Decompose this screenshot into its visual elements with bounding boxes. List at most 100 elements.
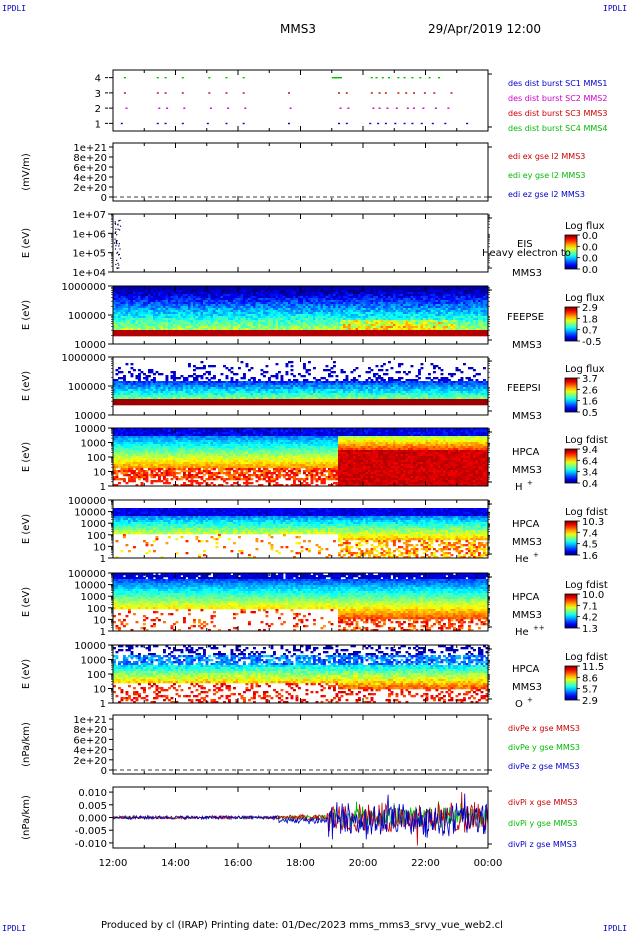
hpca_he-ytick-label: 1: [100, 554, 106, 565]
burst-mark: [405, 92, 408, 94]
hpca_o-species-charge: +: [527, 696, 533, 704]
hpca_h-species-charge: +: [527, 479, 533, 487]
eis-colorbar-tick-label: 0.0: [582, 265, 598, 276]
edi-ytick-label: 8e+20: [73, 153, 107, 164]
burst-mark: [288, 92, 290, 94]
divpe-ytick-label: 6e+20: [73, 735, 107, 746]
eis-spacecraft-label: MMS3: [512, 268, 542, 279]
burst-mark: [347, 107, 350, 109]
burst-mark: [384, 122, 387, 125]
burst-mark: [397, 77, 400, 79]
divpe-legend-entry: divPe x gse MMS3: [508, 724, 580, 733]
hpca_h-instrument-label: HPCA: [512, 447, 540, 458]
time-axis-tick-label: 14:00: [161, 858, 190, 869]
eis-ylabel: E (eV): [21, 228, 32, 258]
hpca_o-species-label: O: [515, 699, 523, 710]
feepse-colorbar: [564, 306, 578, 342]
hpca_o-colorbar-title: Log fdist: [565, 652, 608, 663]
corner-label-bottom-left: IPDLI: [2, 924, 27, 933]
time-axis-tick-label: 00:00: [474, 858, 503, 869]
burst-mark: [372, 107, 375, 109]
hpca_he-colorbar-tick-label: 1.6: [582, 551, 598, 562]
edi-ytick-label: 0: [101, 193, 107, 204]
burst-mark: [466, 122, 469, 125]
divpe-ytick-label: 0: [101, 766, 107, 777]
hpca_hepp-spacecraft-label: MMS3: [512, 610, 542, 621]
feepse-colorbar-tick-label: 2.9: [582, 303, 598, 314]
eis-ytick-label: 1e+07: [72, 210, 106, 221]
hpca_h-colorbar-tick-label: 3.4: [582, 468, 598, 479]
feepse-ytick-label: 10000: [74, 340, 106, 351]
burst-mark: [370, 77, 373, 79]
burst-mark: [406, 107, 409, 109]
burst-mark: [345, 92, 348, 94]
hpca_he-species-label: He: [515, 554, 529, 565]
feepsi-instrument-label: FEEPSI: [507, 383, 541, 394]
edi-ytick-label: 2e+20: [73, 183, 107, 194]
burst-mark: [386, 107, 389, 109]
burst-legend-entry: des dist burst SC1 MMS1: [508, 79, 607, 88]
hpca_h-colorbar-tick-label: 0.4: [582, 479, 598, 490]
hpca_o-ytick-label: 1000: [81, 656, 106, 667]
hpca_he-colorbar-tick-label: 7.4: [582, 528, 598, 539]
burst-mark: [419, 77, 422, 79]
feepsi-ytick-label: 1000000: [61, 353, 106, 364]
burst-mark: [183, 107, 186, 109]
eis-colorbar-tick-label: 0.0: [582, 254, 598, 265]
burst-mark: [397, 92, 400, 94]
burst-mark: [411, 122, 414, 125]
hpca_h-colorbar-tick-label: 6.4: [582, 456, 598, 467]
burst-mark: [413, 92, 415, 94]
hpca_h-ytick-label: 1000: [81, 439, 106, 450]
hpca_o-colorbar-tick-label: 5.7: [582, 685, 598, 696]
burst-mark: [338, 122, 340, 125]
hpca_h-colorbar: [564, 448, 578, 484]
burst-mark: [225, 77, 228, 79]
hpca_h-ylabel: E (eV): [21, 442, 32, 472]
burst-legend-entry: des dist burst SC4 MMS4: [508, 124, 607, 133]
hpca_he-colorbar-title: Log fdist: [565, 507, 608, 518]
burst-mark: [288, 122, 290, 125]
feepsi-colorbar-tick-label: 0.5: [582, 408, 598, 419]
divpi-series-line: [112, 792, 489, 846]
burst-mark: [123, 92, 126, 94]
divpi-legend-entry: divPi y gse MMS3: [508, 819, 577, 828]
edi-ytick-label: 1e+21: [73, 143, 107, 154]
divpe-legend-entry: divPe y gse MMS3: [508, 743, 580, 752]
feepse-instrument-label: FEEPSE: [507, 312, 544, 323]
time-axis-tick-label: 22:00: [411, 858, 440, 869]
burst-mark: [242, 122, 245, 125]
eis-ytick-label: 1e+05: [72, 249, 106, 260]
edi-legend-entry: edi ex gse l2 MMS3: [508, 152, 585, 161]
burst-mark: [339, 107, 342, 109]
burst-mark: [209, 107, 212, 109]
divpi-ytick-label: 0.010: [78, 788, 107, 799]
time-axis-tick-label: 12:00: [99, 858, 128, 869]
hpca_h-ytick-label: 100: [87, 453, 106, 464]
burst-mark: [411, 77, 414, 79]
feepsi-colorbar-tick-label: 1.6: [582, 397, 598, 408]
burst-mark: [403, 77, 406, 79]
hpca_h-spacecraft-label: MMS3: [512, 465, 542, 476]
edi-legend-entry: edi ey gse l2 MMS3: [508, 171, 586, 180]
feepse-ytick-label: 1000000: [61, 282, 106, 293]
feepse-colorbar-tick-label: 1.8: [582, 314, 598, 325]
burst-mark: [413, 107, 415, 109]
burst-mark: [433, 92, 436, 94]
burst-mark: [181, 77, 184, 79]
hpca_hepp-colorbar-tick-label: 1.3: [582, 624, 598, 635]
hpca_he-species-charge: +: [533, 551, 539, 559]
burst-mark: [423, 92, 426, 94]
eis-colorbar: [564, 234, 578, 270]
hpca_he-ytick-label: 10000: [74, 508, 106, 519]
burst-mark: [378, 92, 381, 94]
burst-mark: [181, 122, 184, 125]
hpca_hepp-colorbar-tick-label: 7.1: [582, 601, 598, 612]
feepsi-colorbar-tick-label: 2.6: [582, 385, 598, 396]
burst-mark: [375, 77, 378, 79]
corner-label-bottom-right: IPDLI: [603, 924, 628, 933]
burst-mark: [450, 92, 453, 94]
burst-mark: [331, 77, 336, 79]
time-axis-tick-label: 18:00: [286, 858, 315, 869]
